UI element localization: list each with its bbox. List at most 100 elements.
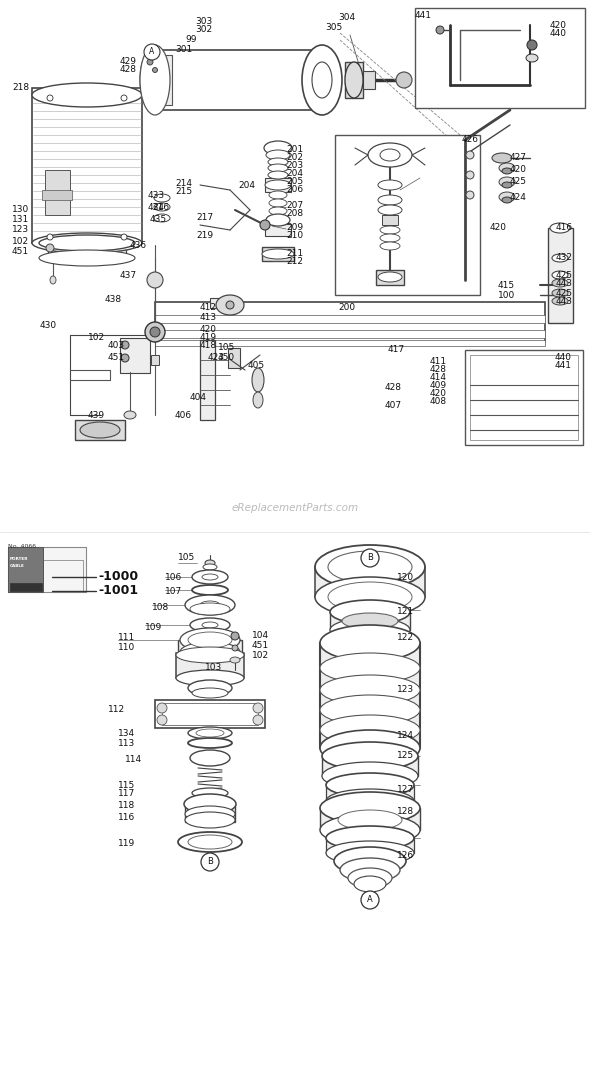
Bar bbox=[178, 640, 242, 668]
Text: 127: 127 bbox=[397, 786, 414, 794]
Ellipse shape bbox=[268, 164, 288, 172]
Text: 134: 134 bbox=[118, 729, 135, 738]
Bar bbox=[45, 170, 70, 215]
Circle shape bbox=[47, 234, 53, 240]
Circle shape bbox=[144, 44, 160, 60]
Text: 209: 209 bbox=[286, 223, 303, 233]
Ellipse shape bbox=[499, 192, 515, 202]
Text: 103: 103 bbox=[205, 664, 222, 672]
Text: 102: 102 bbox=[12, 238, 29, 247]
Text: CABLE: CABLE bbox=[10, 564, 25, 568]
Ellipse shape bbox=[184, 794, 236, 814]
Text: 409: 409 bbox=[430, 382, 447, 390]
Ellipse shape bbox=[269, 199, 287, 207]
Ellipse shape bbox=[552, 297, 568, 306]
Ellipse shape bbox=[185, 806, 235, 822]
Ellipse shape bbox=[550, 223, 570, 233]
Bar bbox=[322, 756, 418, 776]
Ellipse shape bbox=[176, 647, 244, 662]
Text: 125: 125 bbox=[397, 750, 414, 759]
Bar bbox=[376, 270, 404, 285]
Ellipse shape bbox=[330, 617, 410, 642]
Ellipse shape bbox=[322, 742, 418, 770]
Text: B: B bbox=[207, 858, 213, 866]
Ellipse shape bbox=[190, 602, 230, 615]
Circle shape bbox=[232, 645, 238, 651]
Bar bbox=[228, 348, 240, 368]
Ellipse shape bbox=[315, 577, 425, 617]
Ellipse shape bbox=[334, 847, 406, 875]
Text: 406: 406 bbox=[175, 411, 192, 419]
Circle shape bbox=[147, 59, 153, 65]
Text: 118: 118 bbox=[118, 802, 135, 810]
Text: 414: 414 bbox=[430, 373, 447, 383]
Text: 425: 425 bbox=[556, 270, 573, 280]
Ellipse shape bbox=[342, 613, 398, 629]
Text: 430: 430 bbox=[40, 321, 57, 329]
Bar bbox=[42, 190, 72, 200]
Ellipse shape bbox=[396, 72, 412, 88]
Text: 112: 112 bbox=[108, 705, 125, 715]
Circle shape bbox=[152, 68, 158, 73]
Text: 107: 107 bbox=[165, 586, 182, 596]
Ellipse shape bbox=[380, 149, 400, 161]
Bar bbox=[320, 808, 420, 830]
Text: 108: 108 bbox=[152, 602, 169, 611]
Text: 114: 114 bbox=[125, 756, 142, 764]
Text: 407: 407 bbox=[385, 402, 402, 411]
Ellipse shape bbox=[502, 168, 512, 174]
Ellipse shape bbox=[265, 180, 291, 190]
Text: 404: 404 bbox=[190, 393, 207, 402]
Text: 100: 100 bbox=[498, 291, 515, 299]
Circle shape bbox=[46, 244, 54, 252]
Ellipse shape bbox=[190, 750, 230, 766]
Circle shape bbox=[253, 715, 263, 725]
Text: 131: 131 bbox=[12, 215, 30, 224]
Circle shape bbox=[226, 301, 234, 309]
Text: 207: 207 bbox=[286, 200, 303, 209]
Text: 116: 116 bbox=[118, 814, 135, 822]
Ellipse shape bbox=[502, 197, 512, 203]
Ellipse shape bbox=[262, 249, 294, 259]
Ellipse shape bbox=[202, 622, 218, 628]
Bar bbox=[48, 245, 126, 258]
Ellipse shape bbox=[154, 214, 170, 222]
Text: 450: 450 bbox=[218, 354, 235, 362]
Ellipse shape bbox=[320, 653, 420, 683]
Bar bbox=[151, 355, 159, 364]
Text: 441: 441 bbox=[555, 361, 572, 371]
Text: PORTER: PORTER bbox=[10, 557, 28, 561]
Text: -1001: -1001 bbox=[98, 584, 138, 597]
Ellipse shape bbox=[176, 670, 244, 686]
Ellipse shape bbox=[140, 45, 170, 115]
Ellipse shape bbox=[345, 62, 363, 98]
Ellipse shape bbox=[552, 279, 568, 287]
Text: 423: 423 bbox=[208, 354, 225, 362]
Text: 412: 412 bbox=[200, 303, 217, 313]
Text: 109: 109 bbox=[145, 623, 162, 631]
Ellipse shape bbox=[188, 738, 232, 748]
Text: 204: 204 bbox=[238, 180, 255, 190]
Text: 121: 121 bbox=[397, 608, 414, 616]
Ellipse shape bbox=[202, 574, 218, 580]
Text: 302: 302 bbox=[195, 26, 212, 34]
Text: 451: 451 bbox=[252, 640, 269, 650]
Text: 420: 420 bbox=[490, 223, 507, 233]
Text: 429: 429 bbox=[120, 58, 137, 66]
Bar bbox=[155, 700, 265, 728]
Ellipse shape bbox=[196, 729, 224, 738]
Text: 119: 119 bbox=[118, 838, 135, 848]
Bar bbox=[155, 330, 545, 338]
Text: 130: 130 bbox=[12, 206, 30, 214]
Ellipse shape bbox=[188, 835, 232, 849]
Ellipse shape bbox=[124, 411, 136, 419]
Ellipse shape bbox=[154, 203, 170, 211]
Text: -1000: -1000 bbox=[98, 570, 138, 583]
Ellipse shape bbox=[269, 191, 287, 199]
Bar bbox=[162, 703, 258, 725]
Ellipse shape bbox=[320, 675, 420, 705]
Text: 425: 425 bbox=[510, 178, 527, 187]
Circle shape bbox=[150, 327, 160, 337]
Ellipse shape bbox=[326, 789, 414, 813]
Ellipse shape bbox=[552, 271, 568, 279]
